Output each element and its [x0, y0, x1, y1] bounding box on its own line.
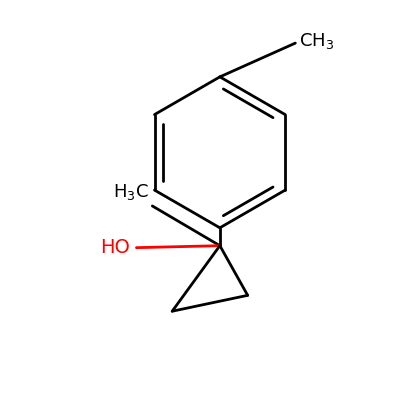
Text: H$_3$C: H$_3$C	[112, 182, 148, 202]
Text: HO: HO	[101, 238, 130, 257]
Text: CH$_3$: CH$_3$	[299, 31, 334, 51]
